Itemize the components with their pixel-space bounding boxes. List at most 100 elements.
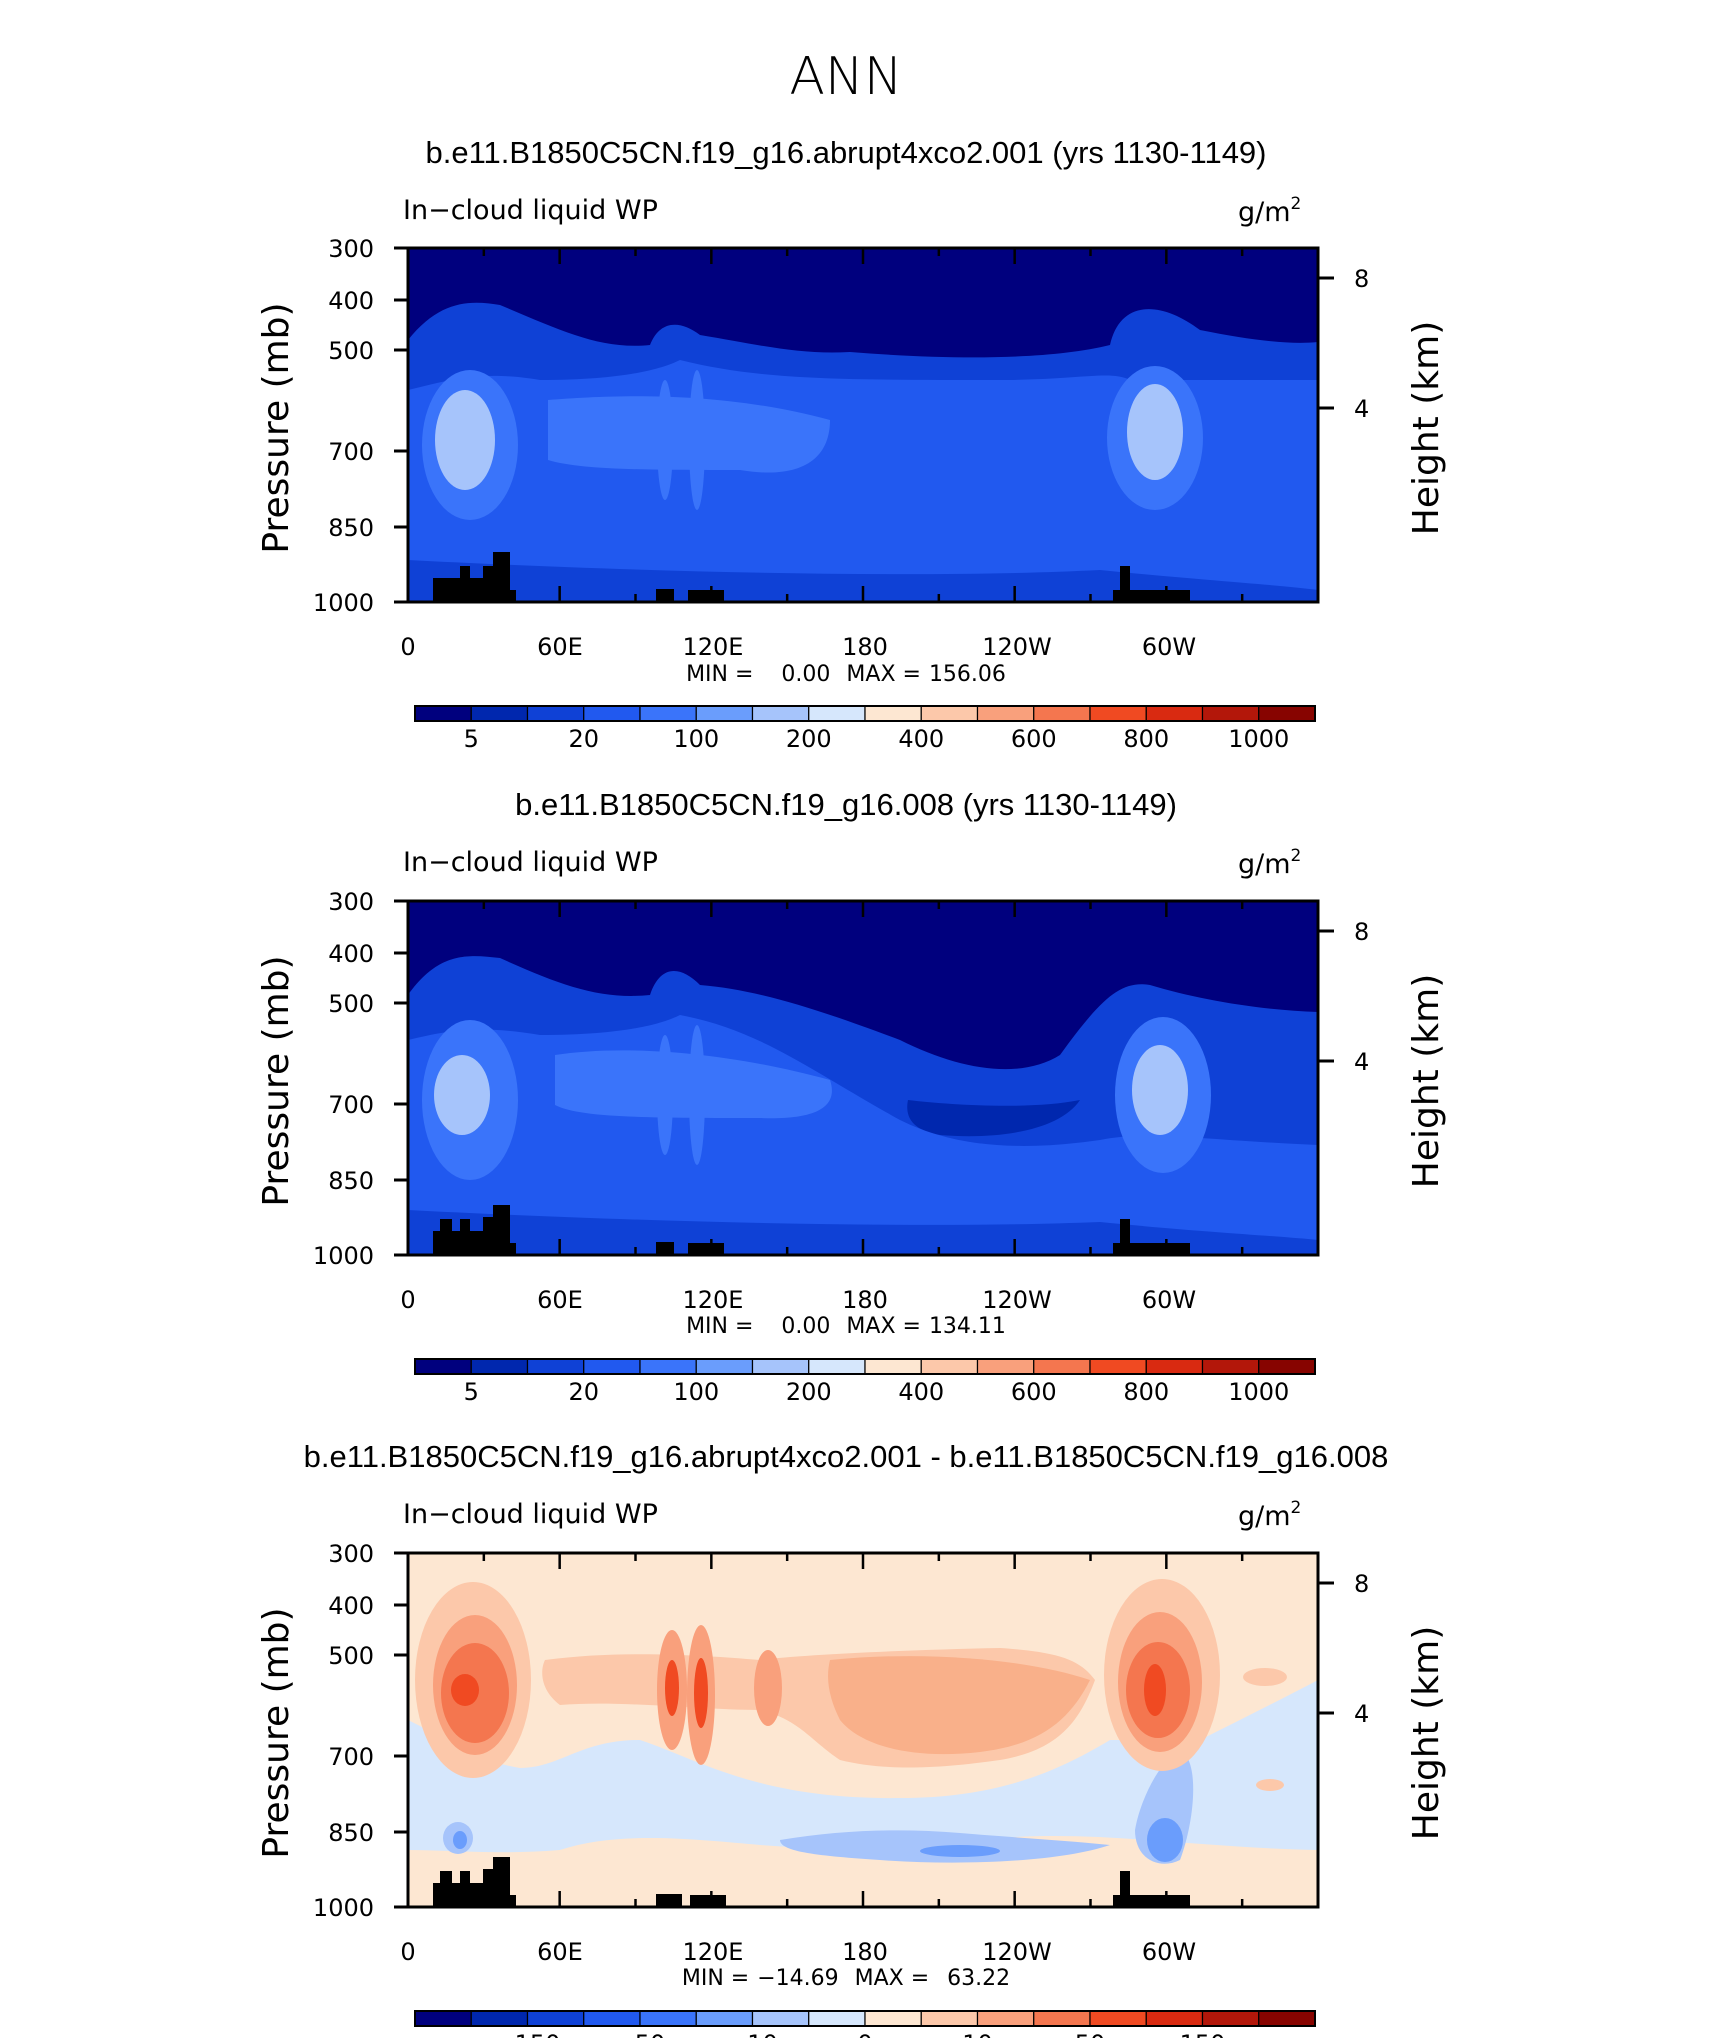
colorbar-swatch	[695, 705, 754, 722]
topography-newguinea	[690, 1895, 726, 1907]
panel-title: b.e11.B1850C5CN.f19_g16.abrupt4xco2.001 …	[425, 135, 1266, 170]
y-tick-label: 850	[328, 1819, 374, 1847]
colorbar-swatch	[1089, 1358, 1147, 1375]
contour-level-8	[1127, 384, 1183, 480]
topography-andes	[1113, 1219, 1190, 1255]
colorbar-swatch	[583, 1358, 641, 1375]
x-tick-label: 120E	[683, 1938, 744, 1966]
contour-level-10	[657, 1035, 673, 1155]
contour-level-5	[1147, 1818, 1183, 1862]
topography-newguinea	[688, 1243, 724, 1255]
topography-mask	[433, 1857, 1190, 1907]
figure-title: ANN	[789, 47, 902, 107]
y-axis-title-right: Height (km)	[1406, 321, 1447, 535]
colorbar-swatch	[414, 705, 472, 722]
y-tick-label: 1000	[313, 1242, 374, 1270]
colorbar-swatch	[808, 705, 866, 722]
y-axis-title: Pressure (mb)	[256, 302, 297, 553]
colorbar-swatch	[976, 2010, 1035, 2027]
topography-indonesia	[656, 1894, 682, 1907]
colorbar-label: 400	[898, 1378, 944, 1406]
colorbar-label: 5	[464, 725, 479, 753]
colorbar-swatch	[1033, 2010, 1091, 2027]
colorbar-frame	[414, 1358, 1316, 1375]
contour-level-10	[689, 370, 705, 510]
colorbar-swatch	[1145, 2010, 1204, 2027]
colorbar-swatch	[695, 2010, 754, 2027]
units-label: g/m2	[1238, 846, 1301, 880]
contour-field	[408, 901, 1318, 1255]
contour-level-3	[548, 396, 830, 473]
contour-level-13	[451, 1674, 479, 1706]
colorbar-swatch	[751, 705, 810, 722]
y-axis-title: Pressure (mb)	[256, 955, 297, 1206]
x-tick-label: 120W	[982, 1286, 1052, 1314]
colorbar-swatch	[920, 705, 979, 722]
colorbar-swatch	[1201, 2010, 1260, 2027]
height-tick-label: 8	[1354, 265, 1369, 293]
colorbar-label: 600	[1011, 725, 1057, 753]
contour-level-1	[408, 1680, 1318, 1853]
x-tick-label: 0	[400, 1938, 415, 1966]
y-axis-title-right: Height (km)	[1406, 974, 1447, 1188]
colorbar-swatch	[526, 705, 585, 722]
colorbar-swatch	[1258, 1358, 1316, 1375]
x-tick-label: 180	[842, 633, 888, 661]
colorbar-swatch	[1033, 1358, 1091, 1375]
y-tick-label: 850	[328, 1167, 374, 1195]
y-tick-label: 850	[328, 514, 374, 542]
y-tick-label: 400	[328, 287, 374, 315]
colorbar-swatch	[414, 1358, 472, 1375]
y-tick-label: 300	[328, 235, 374, 263]
x-tick-label: 120E	[683, 1286, 744, 1314]
colorbar-label: 150	[1180, 2030, 1226, 2038]
topography-newguinea	[688, 590, 724, 602]
y-tick-label: 500	[328, 337, 374, 365]
x-tick-label: 60E	[537, 1938, 583, 1966]
x-tick-label: 60E	[537, 1286, 583, 1314]
colorbar-swatch	[526, 2010, 585, 2027]
colorbar-swatch	[1089, 2010, 1147, 2027]
units-label: g/m2	[1238, 194, 1301, 228]
colorbar-swatch	[976, 705, 1035, 722]
x-tick-label: 60E	[537, 633, 583, 661]
contour-level-5	[408, 1210, 1318, 1255]
colorbar-swatch	[976, 1358, 1035, 1375]
colorbar-swatch	[751, 1358, 810, 1375]
colorbar-swatch	[639, 1358, 697, 1375]
colorbar-swatch	[470, 1358, 529, 1375]
height-tick-label: 4	[1354, 395, 1369, 423]
colorbar-swatch	[864, 2010, 922, 2027]
colorbar-swatch	[864, 705, 922, 722]
height-tick-label: 4	[1354, 1048, 1369, 1076]
colorbar-swatch	[1201, 1358, 1260, 1375]
x-tick-label: 120W	[982, 633, 1052, 661]
contour-field	[408, 1553, 1318, 1907]
colorbar-frame	[414, 705, 1316, 722]
contour-level-9	[657, 380, 673, 500]
colorbar-label: 800	[1123, 725, 1169, 753]
contour-level-7	[453, 1831, 467, 1849]
contour-field	[408, 248, 1318, 602]
colorbar: 5 20 100 200 400 600 800 1000	[414, 1358, 1316, 1406]
min-max-label: MIN = 0.00 MAX = 156.06	[686, 662, 1006, 687]
units-label: g/m2	[1238, 1498, 1301, 1532]
colorbar-label: −150	[495, 2030, 561, 2038]
colorbar-label: 20	[568, 1378, 599, 1406]
colorbar-label: 1000	[1228, 1378, 1289, 1406]
contour-level-21	[694, 1658, 708, 1728]
colorbar-label: −10	[727, 2030, 778, 2038]
topography-africa	[433, 1857, 516, 1907]
variable-label: In−cloud liquid WP	[403, 847, 658, 878]
colorbar-label: 5	[464, 1378, 479, 1406]
panel-title: b.e11.B1850C5CN.f19_g16.abrupt4xco2.001 …	[304, 1439, 1389, 1474]
colorbar-swatch	[1258, 705, 1316, 722]
colorbar-swatch	[1145, 705, 1204, 722]
y-tick-label: 500	[328, 1642, 374, 1670]
colorbar-swatch	[1201, 705, 1260, 722]
colorbar-swatch	[920, 2010, 979, 2027]
height-tick-label: 8	[1354, 918, 1369, 946]
y-tick-label: 700	[328, 1743, 374, 1771]
y-tick-label: 700	[328, 1091, 374, 1119]
y-axis-title-right: Height (km)	[1406, 1626, 1447, 1840]
